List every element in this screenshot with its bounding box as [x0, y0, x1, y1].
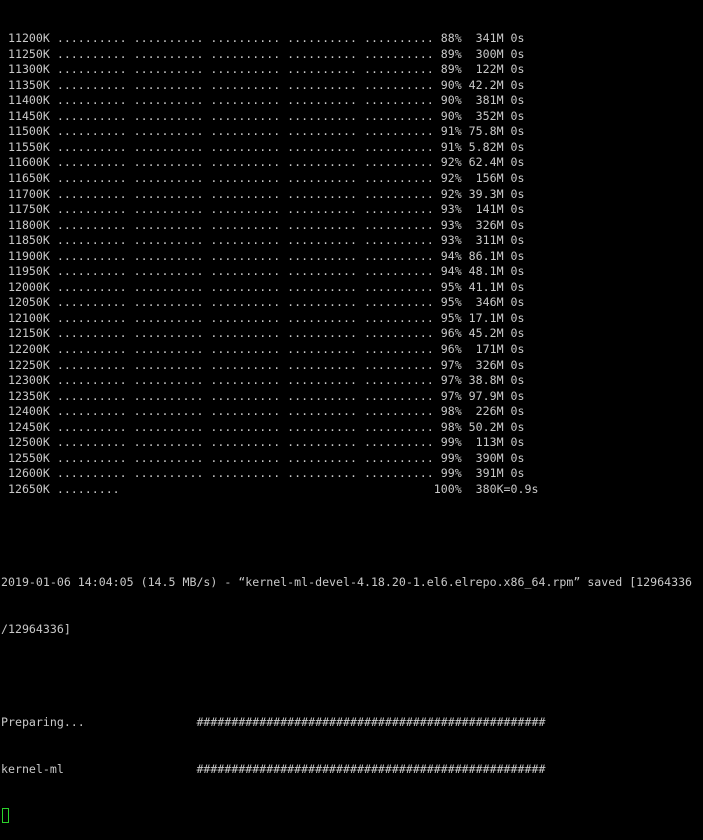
terminal-cursor	[2, 808, 9, 824]
terminal-window[interactable]: 11200K .......... .......... .......... …	[1, 0, 703, 824]
progress-line: 12100K .......... .......... .......... …	[1, 310, 525, 325]
blank-line	[1, 529, 703, 545]
progress-line: 12300K .......... .......... .......... …	[1, 373, 525, 388]
progress-line: 11300K .......... .......... .......... …	[1, 62, 525, 77]
progress-line: 12000K .......... .......... .......... …	[1, 279, 525, 294]
progress-line: 11950K .......... .......... .......... …	[1, 264, 525, 279]
progress-line: 12350K .......... .......... .......... …	[1, 388, 525, 403]
saved-message-line-1: 2019-01-06 14:04:05 (14.5 MB/s) - “kerne…	[1, 575, 693, 590]
prompt-line[interactable]	[1, 808, 703, 824]
progress-line: 12500K .......... .......... .......... …	[1, 435, 525, 450]
progress-line: 12050K .......... .......... .......... …	[1, 295, 525, 310]
saved-message-line-2: /12964336]	[1, 621, 71, 636]
progress-line: 11750K .......... .......... .......... …	[1, 202, 525, 217]
progress-line: 11400K .......... .......... .......... …	[1, 93, 525, 108]
progress-line: 11850K .......... .......... .......... …	[1, 233, 525, 248]
rpm-preparing-line: Preparing... ###########################…	[1, 715, 546, 730]
progress-line: 12650K ......... 100% 380K=0.9s	[1, 481, 539, 496]
progress-line: 11350K .......... .......... .......... …	[1, 77, 525, 92]
progress-line: 12250K .......... .......... .......... …	[1, 357, 525, 372]
progress-line: 11650K .......... .......... .......... …	[1, 171, 525, 186]
progress-line: 12400K .......... .......... .......... …	[1, 404, 525, 419]
progress-line: 12600K .......... .......... .......... …	[1, 466, 525, 481]
progress-line: 11600K .......... .......... .......... …	[1, 155, 525, 170]
progress-line: 11550K .......... .......... .......... …	[1, 139, 525, 154]
progress-line: 12150K .......... .......... .......... …	[1, 326, 525, 341]
progress-line: 12200K .......... .......... .......... …	[1, 342, 525, 357]
progress-line: 12450K .......... .......... .......... …	[1, 419, 525, 434]
progress-line: 11450K .......... .......... .......... …	[1, 108, 525, 123]
progress-line: 11500K .......... .......... .......... …	[1, 124, 525, 139]
progress-line: 11200K .......... .......... .......... …	[1, 31, 525, 46]
wget-progress-output: 11200K .......... .......... .......... …	[1, 31, 703, 497]
progress-line: 12550K .......... .......... .......... …	[1, 450, 525, 465]
progress-line: 11900K .......... .......... .......... …	[1, 248, 525, 263]
progress-line: 11800K .......... .......... .......... …	[1, 217, 525, 232]
progress-line: 11250K .......... .......... .......... …	[1, 46, 525, 61]
rpm-install-line: kernel-ml ##############################…	[1, 761, 546, 776]
progress-line: 11700K .......... .......... .......... …	[1, 186, 525, 201]
blank-line	[1, 669, 703, 685]
